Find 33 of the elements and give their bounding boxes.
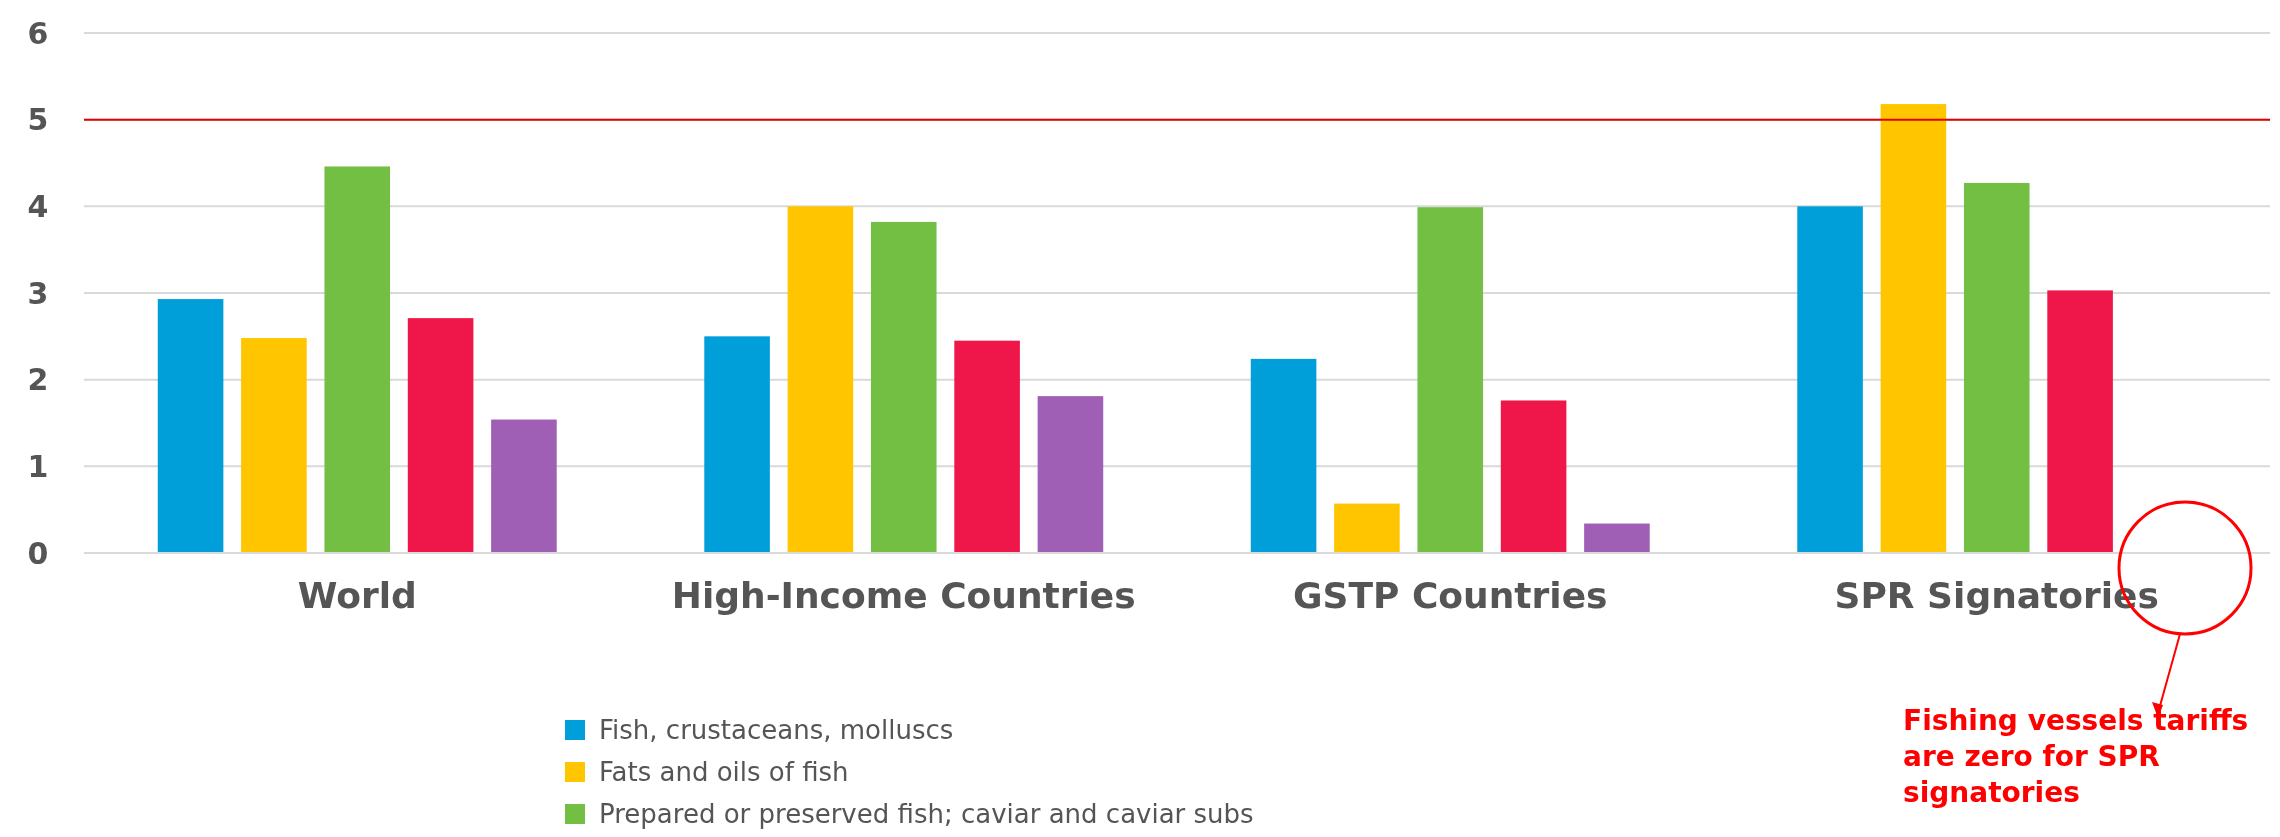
bar [2047,290,2113,553]
y-tick-label: 5 [27,102,49,138]
x-tick-label: High-Income Countries [671,575,1136,616]
bar [1417,207,1484,553]
bar [324,166,391,553]
y-tick-label: 4 [27,188,49,224]
legend-label: Prepared or preserved fish; caviar and caviar subs [599,799,1254,830]
y-tick-label: 1 [27,448,49,484]
bar [1584,523,1650,553]
legend-label: Fish, crustaceans, molluscs [599,715,954,746]
y-tick-label: 2 [27,362,49,398]
bar [1334,503,1400,553]
bar [491,419,557,553]
bar [787,206,854,553]
bar [157,299,224,553]
bar [1963,182,2030,553]
bar [870,221,937,553]
y-tick-label: 0 [27,535,49,571]
x-tick-label: GSTP Countries [1292,575,1608,616]
bar [1250,358,1317,553]
bar [1037,396,1104,553]
bar [954,340,1020,553]
y-tick-label: 6 [27,15,49,51]
bar [704,336,770,553]
bar [241,338,307,553]
legend-label: Fats and oils of fish [599,757,849,788]
bar [1880,104,1947,553]
bar [1797,206,1863,553]
x-tick-label: World [297,575,417,616]
y-tick-label: 3 [27,275,49,311]
bar [1500,400,1567,553]
text: Fishing vessels tariffs are zero for SPR signatories [1903,704,2249,809]
bar [407,318,474,553]
